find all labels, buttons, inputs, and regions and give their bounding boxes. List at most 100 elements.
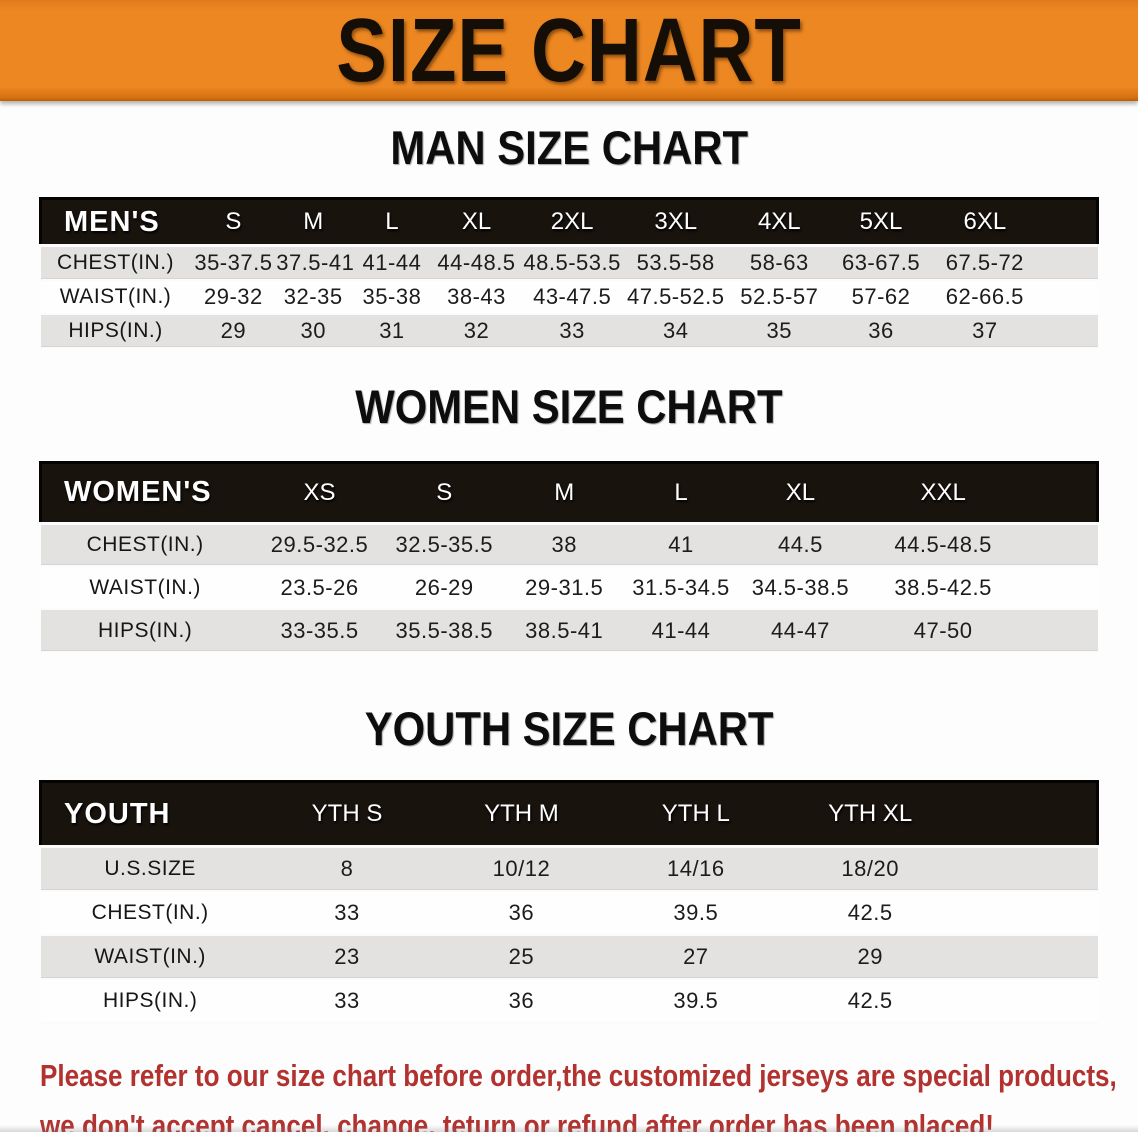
table-row: U.S.SIZE 8 10/12 14/16 18/20 [40, 846, 1098, 892]
size-column-header: 5XL [832, 197, 930, 247]
size-value-cell: 33 [259, 978, 435, 1024]
size-value-cell: 33 [519, 313, 625, 349]
size-value-cell: 35-37.5 [190, 245, 277, 281]
row-spacer [957, 978, 1098, 1024]
size-column-header: YTH XL [783, 780, 958, 848]
size-column-header: L [350, 197, 434, 247]
size-column-header: XL [433, 197, 520, 247]
row-label: U.S.SIZE [40, 846, 260, 892]
men-section-heading: MAN SIZE CHART [390, 122, 748, 175]
table-row: CHEST(IN.) 33 36 39.5 42.5 [40, 890, 1098, 936]
women-size-table-wrap: WOMEN'S XS S M L XL XXL CHEST(IN.) 29.5-32.5 32.… [0, 460, 1138, 653]
size-value-cell: 25 [434, 934, 609, 980]
size-value-cell: 8 [259, 846, 435, 892]
size-value-cell: 41-44 [629, 609, 733, 653]
banner-title: SIZE CHART [336, 0, 802, 100]
size-value-cell: 37 [929, 313, 1040, 349]
size-value-cell: 48.5-53.5 [519, 245, 625, 281]
size-value-cell: 42.5 [783, 978, 958, 1024]
size-column-header: M [276, 197, 351, 247]
size-column-header: YTH L [608, 780, 783, 848]
size-value-cell: 32.5-35.5 [389, 523, 500, 567]
size-value-cell: 43-47.5 [519, 279, 625, 315]
size-value-cell: 38-43 [433, 279, 520, 315]
size-value-cell: 67.5-72 [929, 245, 1040, 281]
size-value-cell: 31 [350, 313, 434, 349]
table-row: CHEST(IN.) 29.5-32.5 32.5-35.5 38 41 44.5 44.5… [40, 523, 1098, 567]
size-value-cell: 36 [434, 890, 609, 936]
row-label: HIPS(IN.) [40, 313, 191, 349]
size-value-cell: 36 [434, 978, 609, 1024]
men-table-header-row: MEN'S S M L XL 2XL 3XL 4XL 5XL 6XL [38, 197, 1099, 247]
size-column-header: YTH M [434, 780, 609, 848]
size-column-header: S [389, 460, 500, 525]
row-label: HIPS(IN.) [40, 609, 250, 653]
table-group-label: YOUTH [38, 780, 260, 848]
size-column-header: M [499, 460, 630, 525]
table-row: HIPS(IN.) 33 36 39.5 42.5 [40, 978, 1098, 1024]
size-value-cell: 35.5-38.5 [389, 609, 500, 653]
row-label: WAIST(IN.) [40, 566, 250, 610]
size-value-cell: 44.5-48.5 [868, 523, 1019, 567]
header-spacer [1018, 460, 1100, 525]
size-value-cell: 31.5-34.5 [629, 566, 733, 610]
photo-bottom-edge [0, 1125, 1138, 1132]
row-label: WAIST(IN.) [40, 279, 191, 315]
size-value-cell: 27 [608, 934, 783, 980]
row-label: WAIST(IN.) [40, 934, 260, 980]
size-value-cell: 29 [783, 934, 958, 980]
size-value-cell: 47.5-52.5 [624, 279, 727, 315]
size-column-header: XXL [868, 460, 1019, 525]
size-value-cell: 47-50 [868, 609, 1019, 653]
row-label: HIPS(IN.) [40, 978, 260, 1024]
row-label: CHEST(IN.) [40, 245, 191, 281]
table-row: HIPS(IN.) 33-35.5 35.5-38.5 38.5-41 41-44 44-… [40, 609, 1098, 653]
row-label: CHEST(IN.) [40, 523, 250, 567]
size-column-header: XS [249, 460, 390, 525]
men-size-table: MEN'S S M L XL 2XL 3XL 4XL 5XL 6XL CHEST(IN.) 35-3… [38, 197, 1099, 349]
size-value-cell: 38 [499, 523, 630, 567]
size-column-header: 4XL [726, 197, 833, 247]
women-section-heading: WOMEN SIZE CHART [355, 380, 783, 434]
size-value-cell: 14/16 [608, 846, 783, 892]
size-value-cell: 23.5-26 [249, 566, 390, 610]
size-value-cell: 53.5-58 [624, 245, 727, 281]
size-column-header: 3XL [624, 197, 727, 247]
size-value-cell: 44.5 [732, 523, 869, 567]
size-value-cell: 52.5-57 [726, 279, 833, 315]
row-spacer [957, 890, 1098, 936]
row-spacer [1039, 245, 1098, 281]
disclaimer-line-2: we don't accept cancel, change, teturn o… [40, 1107, 994, 1132]
size-value-cell: 63-67.5 [832, 245, 930, 281]
size-value-cell: 33 [259, 890, 435, 936]
size-value-cell: 33-35.5 [249, 609, 390, 653]
size-value-cell: 41 [629, 523, 733, 567]
row-spacer [1039, 279, 1098, 315]
size-value-cell: 57-62 [832, 279, 930, 315]
row-spacer [1018, 566, 1098, 610]
size-column-header: YTH S [259, 780, 435, 848]
row-spacer [1018, 609, 1098, 653]
size-value-cell: 29-31.5 [499, 566, 630, 610]
men-size-section: MAN SIZE CHART MEN'S S M L XL 2XL 3XL 4XL 5XL 6XL… [0, 122, 1138, 349]
size-value-cell: 42.5 [783, 890, 958, 936]
size-value-cell: 35-38 [350, 279, 434, 315]
size-value-cell: 62-66.5 [929, 279, 1040, 315]
table-group-label: WOMEN'S [38, 460, 250, 525]
row-spacer [957, 846, 1098, 892]
women-size-section: WOMEN SIZE CHART WOMEN'S XS S M L XL XXL CHEST… [0, 380, 1138, 653]
disclaimer-note: Please refer to our size chart before or… [0, 1051, 1138, 1132]
table-row: HIPS(IN.) 29 30 31 32 33 34 35 36 37 [40, 313, 1098, 349]
size-chart-banner: SIZE CHART [0, 0, 1138, 101]
size-column-header: S [190, 197, 277, 247]
table-row: CHEST(IN.) 35-37.5 37.5-41 41-44 44-48.5 48.5… [40, 245, 1098, 281]
size-value-cell: 44-48.5 [433, 245, 520, 281]
size-value-cell: 39.5 [608, 890, 783, 936]
size-value-cell: 37.5-41 [276, 245, 354, 281]
table-row: WAIST(IN.) 23.5-26 26-29 29-31.5 31.5-34.5 34… [40, 566, 1098, 610]
size-value-cell: 39.5 [608, 978, 783, 1024]
size-value-cell: 26-29 [389, 566, 500, 610]
header-spacer [1039, 197, 1099, 247]
size-value-cell: 58-63 [726, 245, 833, 281]
table-group-label: MEN'S [38, 197, 191, 247]
